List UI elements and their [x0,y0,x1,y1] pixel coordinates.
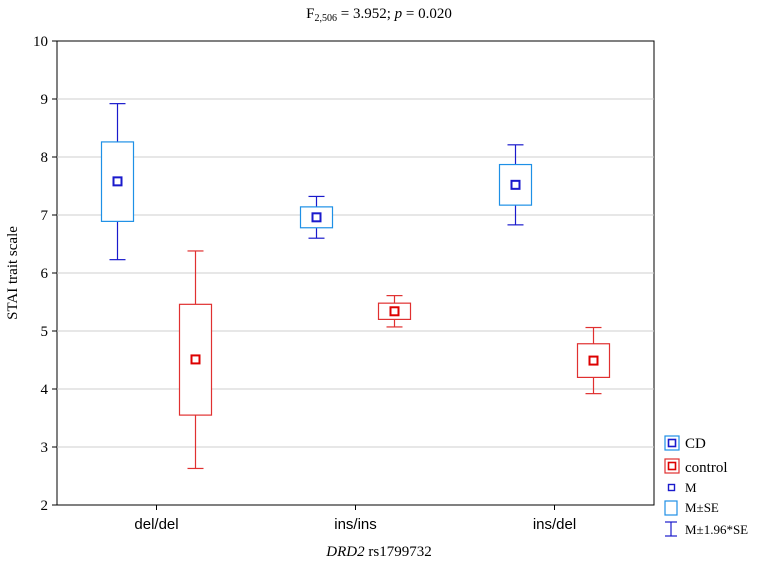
series-layer [100,103,611,470]
se-box [299,206,334,229]
legend-label-ci: M±1.96*SE [685,522,748,537]
y-tick-label: 7 [41,208,49,224]
series-control [178,250,611,470]
y-tick-label: 3 [41,440,49,456]
y-tick-label: 4 [41,382,49,398]
legend-swatch-control [664,458,680,474]
se-box [178,303,213,416]
legend-label-cd: CD [685,436,706,452]
se-box [498,163,533,206]
x-tick-label: ins/ins [334,516,377,533]
se-box [576,343,611,379]
se-box [377,302,412,321]
mean-marker [389,306,400,317]
mean-marker [190,354,201,365]
legend-item-control: control [664,458,728,476]
x-tick-label: del/del [134,516,178,533]
legend-swatch-cd-inner [667,438,677,448]
y-tick-label: 5 [41,324,49,340]
legend-item-ci: M±1.96*SE [665,521,748,537]
mean-marker [510,179,521,190]
legend-swatch-mean [667,483,676,492]
x-axis-label: DRD2 rs1799732 [325,544,431,560]
legend-item-cd: CD [664,435,706,452]
legend-label-mean: M [685,480,697,495]
mean-marker [311,212,322,223]
legend-swatch-cd [664,435,680,451]
mean-marker [112,176,123,187]
y-tick-label: 9 [41,92,49,108]
y-tick-label: 10 [33,34,48,50]
mean-marker [588,355,599,366]
se-box [100,141,135,222]
x-tick-label: ins/del [533,516,576,533]
y-tick-label: 6 [41,266,49,282]
legend: CD control M M±SE M±1.96*SE [664,435,748,537]
grid-lines [57,98,654,448]
legend-label-control: control [685,460,728,476]
y-tick-label: 8 [41,150,49,166]
legend-label-se: M±SE [685,500,719,515]
y-axis-label: STAI trait scale [5,226,21,320]
legend-item-se: M±SE [664,500,719,516]
y-tick-label: 2 [41,498,49,514]
y-axis: 2 3 4 5 6 7 8 9 10 [33,34,57,514]
series-cd [100,103,533,261]
x-axis: del/del ins/ins ins/del [134,505,576,533]
legend-swatch-se [664,500,678,516]
legend-item-mean: M [667,480,697,495]
legend-swatch-control-inner [667,461,677,471]
chart-title: F2,506 = 3.952; p = 0.020 [306,6,452,24]
